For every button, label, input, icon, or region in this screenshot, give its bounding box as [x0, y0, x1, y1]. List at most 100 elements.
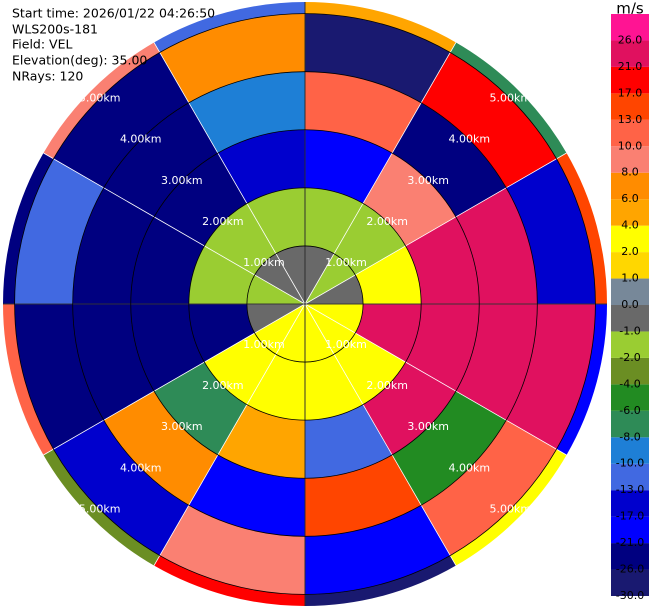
radial-line — [153, 303, 306, 566]
colorbar-tick-label: -13.0 — [616, 483, 644, 496]
colorbar-tick-label: -10.0 — [616, 457, 644, 470]
colorbar-tick-label: -8.0 — [619, 430, 640, 443]
colorbar-tick-label: -4.0 — [619, 377, 640, 390]
colorbar-tick-label: -17.0 — [616, 510, 644, 523]
site: WLS200s-181 — [12, 22, 98, 37]
colorbar-segment — [611, 410, 649, 438]
colorbar-segment — [611, 146, 649, 173]
velocity-gate — [305, 274, 364, 304]
velocity-gate — [305, 505, 451, 595]
velocity-gate — [246, 354, 305, 421]
colorbar-segment — [611, 14, 649, 41]
velocity-gate — [217, 129, 305, 204]
velocity-gate — [154, 555, 305, 606]
velocity-gate — [355, 304, 422, 363]
velocity-gate — [254, 253, 305, 304]
range-ring-label: 2.00km — [202, 215, 244, 228]
colorbar-segment — [611, 490, 649, 517]
colorbar-tick-label: 21.0 — [618, 60, 643, 73]
colorbar-segment — [611, 172, 649, 200]
velocity-gate — [3, 304, 54, 455]
colorbar-segment — [611, 199, 649, 226]
colorbar-segment — [611, 93, 649, 120]
velocity-gate — [305, 354, 364, 421]
range-ring-label: 2.00km — [366, 379, 408, 392]
velocity-gate — [305, 555, 456, 606]
velocity-gate — [254, 304, 305, 355]
colorbar-tick-label: 17.0 — [618, 86, 643, 99]
range-ring-label: 4.00km — [448, 133, 490, 146]
colorbar-segment — [611, 278, 649, 305]
range-ring-label: 2.00km — [202, 379, 244, 392]
velocity-gate — [556, 304, 607, 455]
velocity-gate — [159, 505, 305, 595]
colorbar-tick-label: 10.0 — [618, 139, 643, 152]
elevation: Elevation(deg): 35.00 — [12, 53, 147, 68]
ppi-field — [3, 2, 607, 606]
radial-line — [43, 303, 306, 456]
velocity-gate — [305, 245, 335, 304]
velocity-gate — [392, 102, 507, 217]
velocity-gate — [355, 245, 422, 304]
velocity-gate — [246, 187, 305, 254]
colorbar-tick-label: 1.0 — [621, 272, 639, 285]
colorbar-tick-label: -2.0 — [619, 351, 640, 364]
velocity-gate — [53, 420, 189, 556]
velocity-gate — [405, 304, 480, 392]
velocity-gate — [363, 153, 456, 246]
colorbar-tick-label: 8.0 — [621, 166, 639, 179]
velocity-gate — [246, 304, 305, 334]
velocity-gate — [305, 71, 422, 154]
colorbar-tick-label: 13.0 — [618, 113, 643, 126]
velocity-gate — [506, 304, 596, 450]
range-ring-label: 3.00km — [407, 174, 449, 187]
colorbar-segment — [611, 66, 649, 94]
radial-line — [43, 152, 306, 305]
velocity-gate — [305, 304, 364, 334]
radial-line — [304, 152, 567, 305]
velocity-gate — [334, 333, 406, 405]
velocity-gate — [188, 245, 255, 304]
radial-line — [304, 42, 457, 305]
velocity-gate — [305, 187, 364, 254]
velocity-gate — [305, 13, 451, 103]
range-ring-label: 2.00km — [366, 215, 408, 228]
velocity-gate — [305, 454, 422, 537]
radial-line — [304, 303, 567, 456]
range-ring-label: 4.00km — [120, 461, 162, 474]
range-ring-label: 1.00km — [325, 256, 367, 269]
colorbar-segment — [611, 225, 649, 253]
velocity-gate — [154, 362, 247, 455]
colorbar-segment — [611, 516, 649, 544]
colorbar-tick-label: -1.0 — [619, 324, 640, 337]
velocity-gate — [275, 245, 305, 304]
colorbar-segment — [611, 252, 649, 279]
velocity-gate — [130, 216, 205, 304]
colorbar-segment — [611, 437, 649, 464]
velocity-gate — [204, 333, 276, 405]
velocity-gate — [392, 391, 507, 506]
velocity-gate — [363, 362, 456, 455]
colorbar-tick-label: 26.0 — [618, 33, 643, 46]
velocity-gate — [154, 2, 305, 53]
velocity-gate — [130, 304, 205, 392]
start-time: Start time: 2026/01/22 04:26:50 — [12, 6, 215, 21]
velocity-gate — [455, 304, 538, 421]
velocity-gate — [275, 304, 305, 363]
colorbar-tick-label: 2.0 — [621, 245, 639, 258]
colorbar-tick-label: -30.0 — [616, 589, 644, 602]
velocity-gate — [204, 203, 276, 275]
colorbar-segment — [611, 543, 649, 570]
velocity-gate — [305, 304, 356, 355]
velocity-gate — [103, 102, 218, 217]
colorbar-tick-label: -26.0 — [616, 563, 644, 576]
velocity-gate — [305, 129, 393, 204]
colorbar-segment — [611, 305, 649, 332]
velocity-gate — [305, 404, 393, 479]
velocity-gate — [305, 304, 335, 363]
range-ring-label: 5.00km — [490, 502, 532, 515]
nrays: NRays: 120 — [12, 69, 83, 84]
velocity-gate — [246, 274, 305, 304]
velocity-gate — [72, 187, 155, 304]
